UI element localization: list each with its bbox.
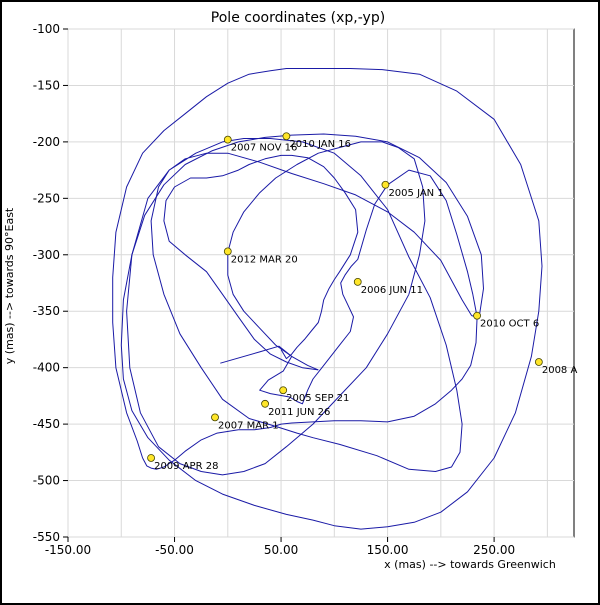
- y-tick-label: -350: [33, 304, 60, 318]
- x-tick-label: -50.00: [155, 543, 194, 557]
- y-axis-label: y (mas) --> towards 90°East: [3, 207, 16, 364]
- x-tick-label: 250.00: [473, 543, 515, 557]
- date-marker: [381, 180, 390, 189]
- x-axis-ticks: -150.00 -50.00 50.00 150.00 250.00: [45, 537, 515, 557]
- date-label: 2010 OCT 6: [480, 319, 539, 330]
- date-label: 2005 JAN 1: [388, 188, 443, 199]
- date-label: 2007 NOV 16: [231, 143, 298, 154]
- date-label: 2007 MAR 1: [218, 420, 279, 431]
- date-marker: [353, 277, 362, 286]
- x-tick-label: -150.00: [45, 543, 91, 557]
- date-marker: [147, 454, 155, 462]
- date-marker: [534, 358, 543, 366]
- series-line-3: [112, 68, 543, 530]
- x-axis-label: x (mas) --> towards Greenwich: [384, 558, 556, 571]
- chart-title: Pole coordinates (xp,-yp): [211, 10, 385, 26]
- date-label: 2005 SEP 21: [286, 393, 349, 404]
- date-label: 2009 APR 28: [154, 461, 218, 472]
- date-marker: [223, 135, 232, 144]
- x-tick-label: 50.00: [264, 543, 298, 557]
- series-line-4: [120, 133, 484, 521]
- y-tick-label: -500: [33, 474, 60, 488]
- plot-area: [67, 28, 575, 538]
- y-tick-label: -200: [33, 135, 60, 149]
- y-tick-label: -150: [33, 78, 60, 92]
- date-label: 2011 JUN 26: [268, 407, 330, 418]
- series-line-2: [142, 169, 478, 470]
- series-line-1: [220, 258, 359, 405]
- date-marker: [223, 247, 232, 256]
- date-label: 2008 A: [542, 365, 578, 376]
- date-label: 2006 JUN 11: [361, 285, 423, 296]
- date-marker: [279, 386, 288, 395]
- y-tick-label: -100: [33, 22, 60, 36]
- y-tick-label: -300: [33, 248, 60, 262]
- date-marker: [211, 413, 219, 422]
- x-tick-label: 150.00: [367, 543, 409, 557]
- series-line-7: [163, 154, 359, 371]
- date-marker: [473, 311, 481, 320]
- series-line-6: [227, 141, 426, 371]
- date-marker: [261, 399, 269, 408]
- grid-lines: [67, 28, 574, 538]
- y-tick-label: -450: [33, 417, 60, 431]
- pole-path-series: [112, 68, 543, 530]
- y-axis-ticks: -100 -150 -200 -250 -300 -350 -400 -450 -500 -550: [33, 22, 68, 544]
- series-line-5: [126, 138, 473, 476]
- date-annotations: 2005 JAN 1 2005 SEP 21 2006 JUN 11 2007 MAR…: [147, 132, 578, 472]
- date-label: 2012 MAR 20: [231, 254, 298, 265]
- y-tick-label: -250: [33, 191, 60, 205]
- date-marker: [282, 132, 291, 141]
- y-tick-label: -400: [33, 361, 60, 375]
- y-tick-label: -550: [33, 530, 60, 544]
- date-label: 2010 JAN 16: [289, 139, 351, 150]
